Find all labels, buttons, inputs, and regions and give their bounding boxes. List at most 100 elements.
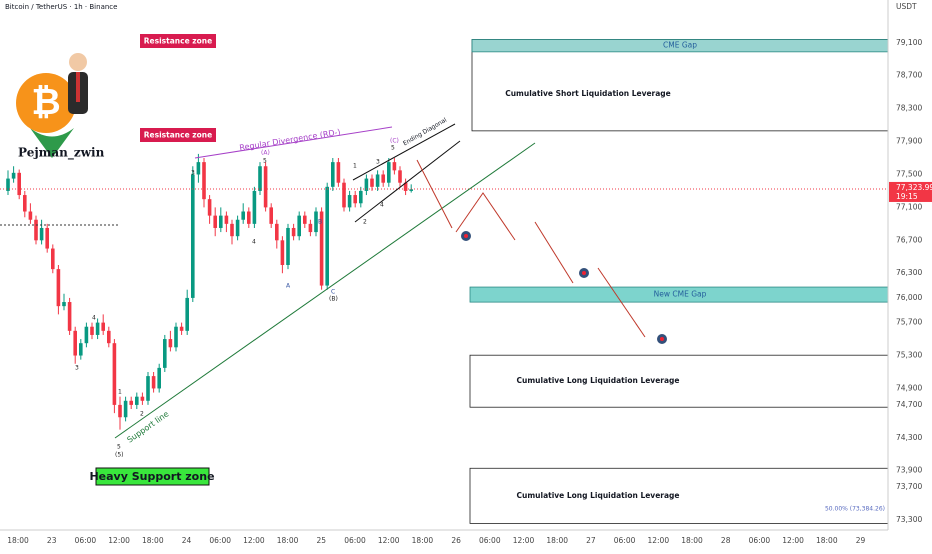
chart-title: Bitcoin / TetherUS · 1h · Binance [5,3,117,11]
candle-body [331,162,335,187]
box-label: New CME Gap [654,290,707,299]
candle-body [28,211,33,220]
candle-body [168,339,173,348]
annotation: Regular Divergence (RD-) [239,128,341,153]
candle-body [56,269,61,307]
y-tick-label: 73,900 [896,466,922,475]
candle-body [123,400,128,418]
candle-body [258,166,262,191]
x-tick-label: 06:00 [344,536,366,545]
x-tick-label: 12:00 [243,536,265,545]
x-tick-label: 18:00 [546,536,568,545]
candle-body [353,195,357,204]
y-tick-label: 79,100 [896,38,922,47]
x-tick-label: 12:00 [108,536,130,545]
wave-label: 2 [363,219,367,226]
wave-label: (A) [261,150,270,157]
candle-body [202,162,206,200]
candle-body [179,326,184,331]
candle-body [252,190,257,224]
label-box [140,128,216,142]
candle-body [95,322,100,335]
wave-label: 1 [118,389,122,396]
y-tick-label: 77,100 [896,202,922,211]
x-tick-label: 18:00 [412,536,434,545]
candle-body [375,174,380,187]
drawings: ₿ Pejman_zwin [0,53,667,439]
candle-body [213,215,217,228]
last-price-label: 77,323.99 [896,183,932,192]
diagonal-line [352,123,456,181]
x-tick-label: 24 [182,536,192,545]
candle-body [336,162,341,183]
divergence-line [194,126,393,159]
candle-body [185,297,189,331]
candle-body [101,322,105,331]
candle-body [118,404,122,418]
candle-body [364,178,369,191]
x-tick-label: 26 [451,536,461,545]
box-label: Cumulative Short Liquidation Leverage [505,89,671,98]
candle-body [207,199,212,216]
price-axis [888,0,932,550]
annotation: 50.00% (73,384.26) [825,506,885,513]
candle-body [347,195,352,208]
y-tick-label: 78,700 [896,71,922,80]
candle-body [342,182,346,208]
candle-body [398,170,402,183]
candle-body [286,227,290,265]
wave-label: 2 [140,411,144,418]
candle-body [291,227,296,237]
wave-label: (5) [115,452,124,459]
candle-body [370,178,374,187]
candle-body [45,227,49,249]
y-tick-label: 76,700 [896,235,922,244]
header-bar [0,0,888,14]
candle-body [308,223,313,233]
x-tick-label: 06:00 [749,536,771,545]
wave-label: 5 [117,444,121,451]
wave-label: (B) [329,296,338,303]
candle-body [157,367,161,389]
box-label: Cumulative Long Liquidation Leverage [517,491,680,500]
support-line [114,142,536,439]
candle-body [280,240,285,265]
candle-body [219,215,223,228]
candle-body [381,174,385,183]
x-tick-label: 25 [317,536,327,545]
label-box [95,467,210,486]
wave-label: 3 [191,170,195,177]
x-tick-label: 23 [47,536,57,545]
candle-body [146,376,150,401]
logo-symbol: ₿ [31,82,60,123]
x-tick-label: 28 [721,536,731,545]
y-tick-label: 74,900 [896,383,922,392]
candle-body [34,219,38,241]
candle-body [67,302,72,331]
logo: ₿ [16,53,88,158]
candle-body [6,178,10,191]
candle-body [263,166,268,208]
y-tick-label: 77,500 [896,169,922,178]
box-label: Cumulative Long Liquidation Leverage [517,376,680,385]
currency: USDT [896,2,917,11]
candle-body [297,215,301,237]
author: Pejman_zwin [18,146,105,161]
candle-body [409,189,413,191]
countdown: 19:15 [896,192,918,201]
candle-body [129,400,133,405]
diagonal-line [354,140,461,223]
candle-body [325,186,329,286]
x-tick-label: 18:00 [277,536,299,545]
candle-body [39,227,44,241]
candle-body [151,376,156,389]
candle-body [275,223,279,241]
zone-label: Resistance zone [144,131,212,140]
x-tick-label: 06:00 [209,536,231,545]
x-tick-label: 06:00 [479,536,501,545]
candle-body [17,172,21,196]
candle-body [269,207,273,224]
candle-body [163,339,167,368]
candle-body [23,195,27,212]
